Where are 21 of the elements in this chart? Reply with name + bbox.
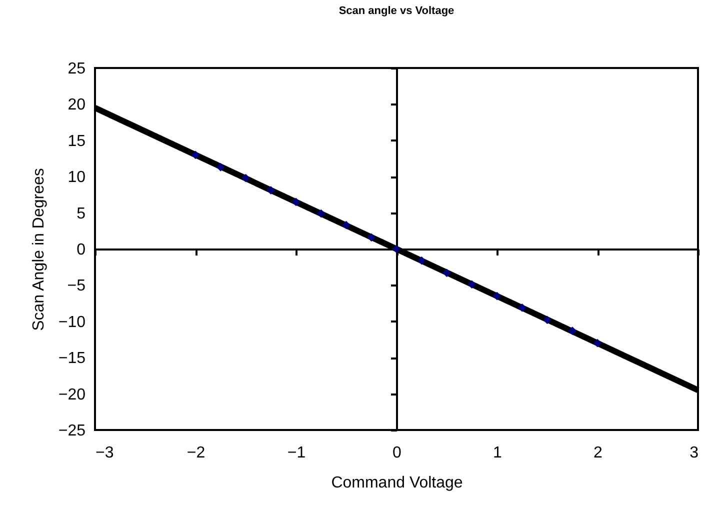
chart-title: Scan angle vs Voltage <box>338 5 454 17</box>
y-tick-label: 15 <box>68 132 86 150</box>
x-tick-label: −2 <box>186 444 206 462</box>
y-tick-label: 10 <box>68 169 86 186</box>
x-tick-label: 3 <box>690 444 699 462</box>
y-tick-label: 5 <box>76 205 86 222</box>
y-tick-label: −25 <box>58 422 86 440</box>
y-tick-label: −20 <box>58 386 86 404</box>
x-tick-label: 0 <box>392 444 402 462</box>
x-tick-label: −1 <box>287 444 306 462</box>
y-axis-title: Scan Angle in Degrees <box>30 168 48 331</box>
y-tick-label: 25 <box>68 60 86 78</box>
y-tick-label: 20 <box>68 96 86 114</box>
y-tick-label: −5 <box>67 278 86 295</box>
y-tick-label: 0 <box>76 242 86 258</box>
x-tick-label: 1 <box>493 444 502 462</box>
y-tick-label: −10 <box>58 314 86 331</box>
x-tick-label: −3 <box>96 444 114 462</box>
y-tick-label: −15 <box>58 350 86 368</box>
x-axis-title: Command Voltage <box>331 474 463 492</box>
x-tick-label: 2 <box>594 444 603 462</box>
